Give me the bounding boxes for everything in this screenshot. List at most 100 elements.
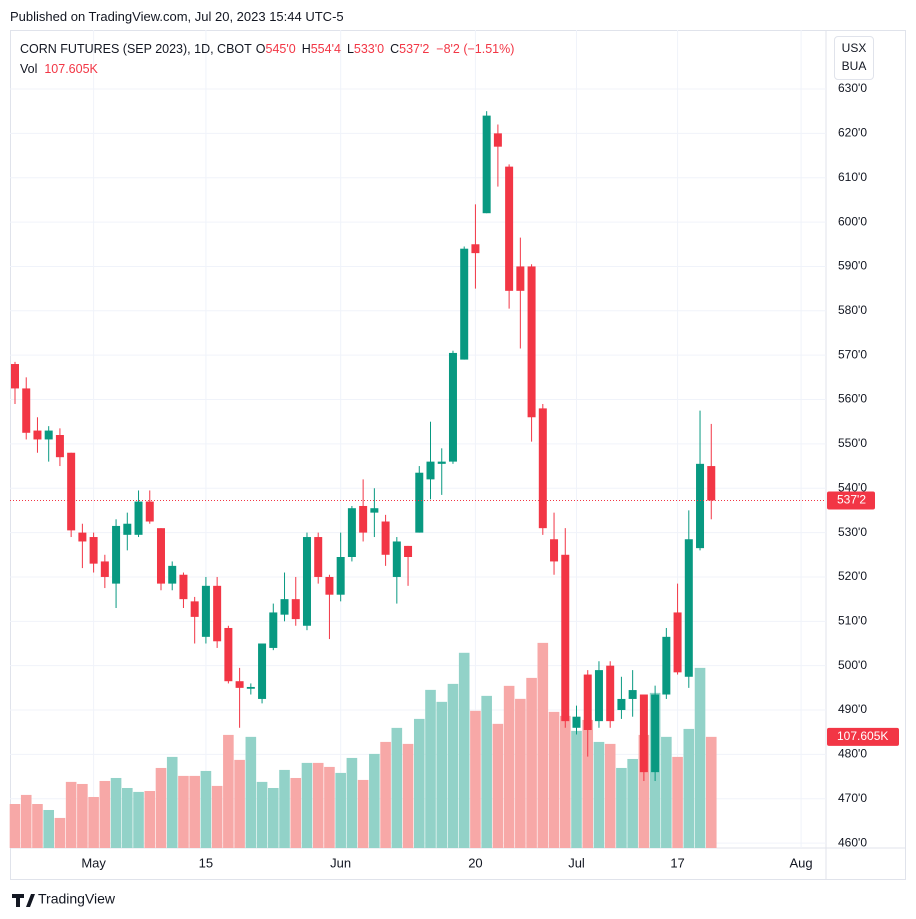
candle-body [426, 461, 435, 480]
y-tick-label: 590'0 [838, 259, 867, 273]
ohlc-value: 533'0 [353, 42, 385, 56]
y-tick-label: 480'0 [838, 747, 867, 761]
candle-body [696, 463, 705, 549]
candle-body [381, 521, 390, 555]
volume-bar [122, 787, 133, 848]
candle-body [190, 601, 199, 617]
volume-bar [492, 723, 504, 848]
y-tick-label: 500'0 [838, 658, 867, 672]
candle-body [44, 430, 53, 440]
y-tick-label: 570'0 [838, 347, 867, 361]
candle-body [168, 565, 177, 584]
volume-bar [335, 772, 346, 848]
volume-bar [369, 753, 380, 848]
candle-body [662, 636, 671, 695]
candle-body [325, 576, 334, 595]
vol-value: 107.605K [44, 62, 98, 76]
y-tick-label: 520'0 [838, 569, 867, 583]
ohlc-value: 554'4 [310, 42, 341, 56]
y-tick-label: 580'0 [838, 303, 867, 317]
x-tick-label: May [81, 855, 106, 870]
volume-bar [425, 689, 436, 848]
volume-bar [133, 791, 144, 848]
candle-body [347, 508, 356, 557]
x-tick-label: 20 [468, 855, 482, 870]
last-volume-tag [827, 727, 899, 746]
x-tick-label: Jul [568, 855, 585, 870]
candle-body [505, 166, 514, 291]
vol-key: Vol [20, 62, 38, 76]
candle-body [145, 501, 154, 522]
candle-body [572, 716, 581, 728]
candle-body [594, 670, 603, 722]
volume-bar [436, 701, 448, 848]
candle-body [707, 466, 716, 501]
candle-body [359, 505, 368, 533]
volume-bar [211, 785, 223, 848]
candle-body [89, 537, 98, 564]
volume-bar [32, 804, 43, 848]
candle-body [201, 585, 210, 637]
volume-bar [9, 804, 21, 848]
candle-body [55, 435, 64, 458]
y-tick-label: 460'0 [838, 835, 867, 849]
volume-bar [65, 781, 77, 848]
ohlc-value: 545'0 [265, 42, 296, 56]
volume-bar [43, 809, 54, 848]
candle-body [291, 599, 300, 620]
candle-body [493, 133, 502, 147]
volume-bar [391, 727, 403, 848]
candle-body [404, 545, 413, 557]
volume-bar [503, 685, 515, 848]
volume-bar [661, 736, 672, 848]
y-tick-label: 600'0 [838, 214, 867, 228]
ohlc-row: CORN FUTURES (SEP 2023), 1D, CBOT O545'0 H… [20, 39, 514, 59]
x-tick-label: Aug [790, 855, 813, 870]
volume-bar [582, 719, 594, 848]
volume-bar [245, 736, 257, 848]
last-price-tag [827, 491, 875, 510]
volume-bar [380, 741, 391, 848]
volume-bar [166, 756, 178, 848]
volume-bar [346, 757, 358, 848]
candle-body [336, 556, 345, 595]
currency: USX [841, 41, 867, 55]
volume-bar [470, 710, 481, 848]
last-volume-label: 107.605K [837, 729, 888, 743]
candle-body [78, 532, 87, 542]
candle-body [639, 694, 648, 773]
candle-body [617, 698, 626, 711]
volume-bar [638, 734, 650, 848]
ohlc-value: 537'2 [399, 42, 430, 56]
currency-box[interactable]: USX BUA [834, 36, 874, 80]
x-tick-label: 15 [199, 855, 213, 870]
candle-body [550, 539, 559, 562]
volume-bar [178, 775, 189, 848]
volume-bar [54, 817, 66, 848]
candle-body [258, 643, 267, 699]
candle-body [100, 561, 109, 577]
volume-bar [256, 781, 268, 848]
y-tick-label: 510'0 [838, 613, 867, 627]
y-tick-label: 530'0 [838, 525, 867, 539]
last-price-label: 537'2 [837, 493, 866, 507]
candle-body [33, 430, 42, 440]
candle-body [471, 244, 480, 254]
candle-body [606, 665, 615, 722]
volume-bar [290, 777, 302, 848]
candle-body [302, 537, 311, 626]
candle-body [134, 501, 143, 535]
y-tick-label: 610'0 [838, 170, 867, 184]
candle-body [392, 541, 401, 577]
volume-bar [110, 777, 122, 848]
volume-bar [200, 770, 212, 848]
candle-body [673, 612, 682, 673]
volume-bar [234, 759, 245, 848]
candle-body [235, 681, 244, 688]
volume-bar [99, 780, 111, 848]
legend-header: CORN FUTURES (SEP 2023), 1D, CBOT O545'0 H… [20, 39, 514, 79]
volume-bar [312, 762, 324, 848]
candle-body [538, 408, 547, 529]
candle-body [561, 554, 570, 722]
